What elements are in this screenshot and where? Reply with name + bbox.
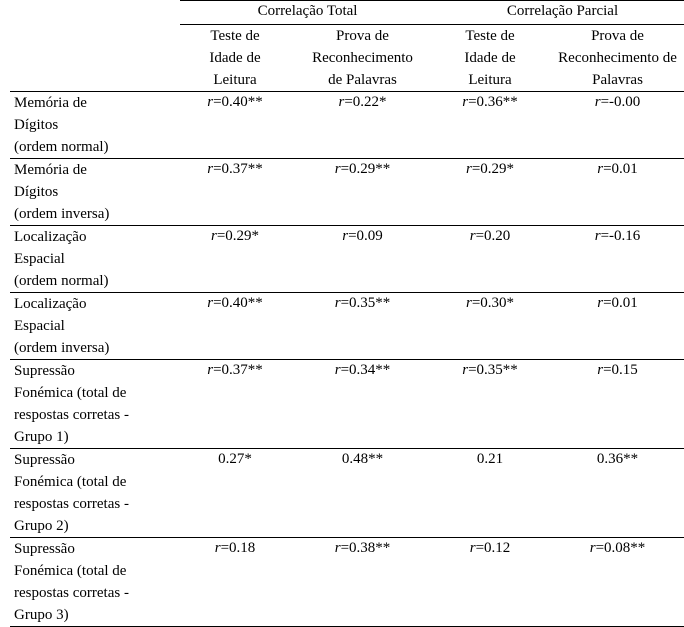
table-row: (ordem inversa) <box>10 203 684 226</box>
correlation-table: Correlação Total Correlação Parcial Test… <box>10 0 684 627</box>
subheader-prp-total: Prova de <box>290 25 435 48</box>
table-row: Dígitos <box>10 114 684 136</box>
table-subheader-l2: Idade de Reconhecimento Idade de Reconhe… <box>10 47 684 69</box>
table-header-groups: Correlação Total Correlação Parcial <box>10 1 684 25</box>
cell: r=0.35** <box>435 360 545 383</box>
table-row: Localização r=0.29* r=0.09 r=0.20 r=-0.1… <box>10 226 684 249</box>
table-row: Fonémica (total de <box>10 382 684 404</box>
table-row: Memória de r=0.40** r=0.22* r=0.36** r=-… <box>10 92 684 115</box>
cell: r=0.20 <box>435 226 545 249</box>
cell: r=-0.00 <box>545 92 684 115</box>
table-row: Fonémica (total de <box>10 560 684 582</box>
cell: r=0.34** <box>290 360 435 383</box>
cell: r=0.40** <box>180 92 290 115</box>
group-header-parcial: Correlação Parcial <box>435 1 684 25</box>
table-row: Espacial <box>10 248 684 270</box>
table-row: Grupo 2) <box>10 515 684 538</box>
row-label: Memória de <box>10 159 180 182</box>
table-container: Correlação Total Correlação Parcial Test… <box>0 0 684 627</box>
cell: r=0.30* <box>435 293 545 316</box>
table-row: Grupo 3) <box>10 604 684 627</box>
table-row: Localização r=0.40** r=0.35** r=0.30* r=… <box>10 293 684 316</box>
table-row: (ordem normal) <box>10 136 684 159</box>
cell: r=0.29** <box>290 159 435 182</box>
cell: r=0.29* <box>180 226 290 249</box>
cell: 0.48** <box>290 449 435 472</box>
cell: 0.36** <box>545 449 684 472</box>
table-row: Grupo 1) <box>10 426 684 449</box>
row-label: Memória de <box>10 92 180 115</box>
cell: 0.21 <box>435 449 545 472</box>
cell: 0.27* <box>180 449 290 472</box>
row-label: Localização <box>10 226 180 249</box>
table-row: respostas corretas - <box>10 493 684 515</box>
cell: r=0.37** <box>180 159 290 182</box>
subheader-til-parcial: Teste de <box>435 25 545 48</box>
row-label: Localização <box>10 293 180 316</box>
row-label: Supressão <box>10 538 180 561</box>
table-row: (ordem inversa) <box>10 337 684 360</box>
table-row: Espacial <box>10 315 684 337</box>
table-subheader-l1: Teste de Prova de Teste de Prova de <box>10 25 684 48</box>
cell: r=-0.16 <box>545 226 684 249</box>
table-row: Supressão 0.27* 0.48** 0.21 0.36** <box>10 449 684 472</box>
cell: r=0.12 <box>435 538 545 561</box>
table-row: Fonémica (total de <box>10 471 684 493</box>
row-label: Supressão <box>10 360 180 383</box>
cell: r=0.09 <box>290 226 435 249</box>
cell: r=0.40** <box>180 293 290 316</box>
table-row: Dígitos <box>10 181 684 203</box>
cell: r=0.08** <box>545 538 684 561</box>
cell: r=0.36** <box>435 92 545 115</box>
cell: r=0.18 <box>180 538 290 561</box>
table-row: respostas corretas - <box>10 582 684 604</box>
cell: r=0.01 <box>545 293 684 316</box>
cell: r=0.38** <box>290 538 435 561</box>
cell: r=0.15 <box>545 360 684 383</box>
cell: r=0.01 <box>545 159 684 182</box>
subheader-til-total: Teste de <box>180 25 290 48</box>
row-label: Supressão <box>10 449 180 472</box>
table-row: Supressão r=0.18 r=0.38** r=0.12 r=0.08*… <box>10 538 684 561</box>
cell: r=0.22* <box>290 92 435 115</box>
cell: r=0.37** <box>180 360 290 383</box>
cell: r=0.29* <box>435 159 545 182</box>
group-header-total: Correlação Total <box>180 1 435 25</box>
table-row: Supressão r=0.37** r=0.34** r=0.35** r=0… <box>10 360 684 383</box>
table-row: respostas corretas - <box>10 404 684 426</box>
table-row: (ordem normal) <box>10 270 684 293</box>
table-subheader-l3: Leitura de Palavras Leitura Palavras <box>10 69 684 92</box>
subheader-prp-parcial: Prova de <box>545 25 684 48</box>
cell: r=0.35** <box>290 293 435 316</box>
table-row: Memória de r=0.37** r=0.29** r=0.29* r=0… <box>10 159 684 182</box>
